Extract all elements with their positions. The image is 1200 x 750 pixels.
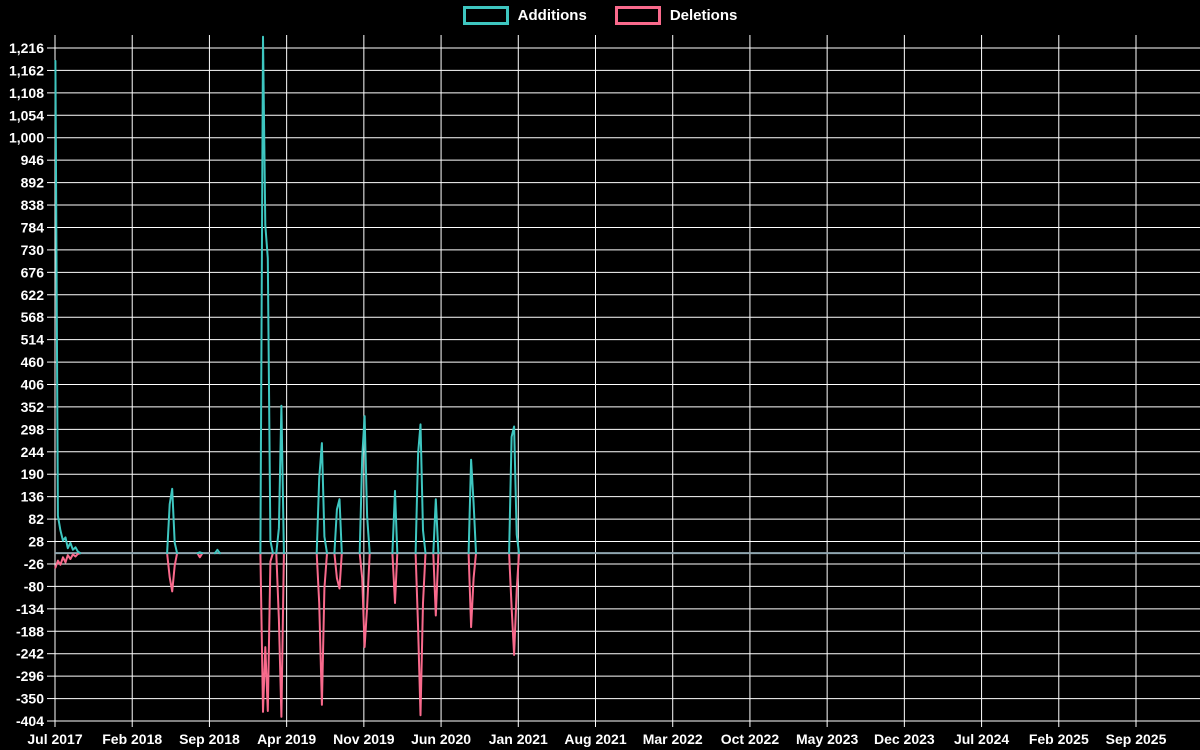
deletions-swatch-icon — [614, 6, 661, 25]
y-tick-label: -350 — [16, 691, 44, 707]
y-tick-label: -80 — [24, 578, 44, 594]
y-tick-label: -242 — [16, 646, 44, 662]
y-tick-label: 568 — [21, 309, 45, 325]
y-tick-label: 784 — [21, 219, 45, 235]
y-tick-label: 82 — [28, 511, 44, 527]
y-tick-label: 730 — [21, 242, 45, 258]
vertical-gridlines — [54, 35, 1137, 727]
legend-item-additions[interactable]: Additions — [462, 6, 587, 25]
y-tick-label: -26 — [24, 556, 44, 572]
x-tick-label: Mar 2022 — [643, 731, 703, 747]
x-tick-label: Jun 2020 — [411, 731, 471, 747]
x-tick-label: Nov 2019 — [333, 731, 395, 747]
y-tick-label: 1,054 — [9, 107, 44, 123]
x-tick-label: Feb 2025 — [1029, 731, 1089, 747]
y-tick-label: -404 — [16, 713, 44, 729]
x-tick-label: Jul 2017 — [27, 731, 82, 747]
y-tick-label: 892 — [21, 175, 45, 191]
y-axis-labels: 1,216 1,162 1,108 1,054 1,000 946 892 838 784 730… — [9, 40, 44, 729]
y-tick-label: 676 — [21, 264, 45, 280]
x-tick-label: Sep 2025 — [1106, 731, 1167, 747]
y-tick-label: 514 — [21, 332, 45, 348]
y-tick-label: 946 — [21, 152, 45, 168]
legend-label-additions: Additions — [517, 7, 587, 24]
y-tick-label: 622 — [21, 287, 45, 303]
y-tick-label: 136 — [21, 489, 45, 505]
horizontal-gridlines — [47, 47, 1200, 722]
y-tick-label: 1,108 — [9, 85, 44, 101]
y-tick-label: 1,162 — [9, 62, 44, 78]
x-tick-label: Apr 2019 — [257, 731, 316, 747]
x-tick-label: Jan 2021 — [489, 731, 548, 747]
y-tick-label: 838 — [21, 197, 45, 213]
y-tick-label: 460 — [21, 354, 45, 370]
y-tick-label: 298 — [21, 421, 45, 437]
y-tick-label: -296 — [16, 668, 44, 684]
x-tick-label: Oct 2022 — [721, 731, 780, 747]
y-tick-label: 1,000 — [9, 130, 44, 146]
y-tick-label: -134 — [16, 601, 44, 617]
chart-legend: Additions Deletions — [0, 6, 1200, 25]
x-tick-label: May 2023 — [796, 731, 858, 747]
y-tick-label: -188 — [16, 623, 44, 639]
x-tick-label: Dec 2023 — [874, 731, 935, 747]
y-tick-label: 244 — [21, 444, 45, 460]
additions-swatch-icon — [462, 6, 509, 25]
deletions-line — [54, 552, 520, 718]
x-tick-label: Aug 2021 — [564, 731, 626, 747]
x-axis-labels: Jul 2017 Feb 2018 Sep 2018 Apr 2019 Nov 2019… — [27, 731, 1166, 747]
legend-label-deletions: Deletions — [669, 7, 738, 24]
legend-item-deletions[interactable]: Deletions — [614, 6, 738, 25]
x-tick-label: Jul 2024 — [954, 731, 1009, 747]
y-tick-label: 190 — [21, 466, 45, 482]
y-tick-label: 1,216 — [9, 40, 44, 56]
y-tick-label: 28 — [28, 534, 44, 550]
additions-line — [54, 35, 520, 555]
y-tick-label: 352 — [21, 399, 45, 415]
x-tick-label: Sep 2018 — [179, 731, 240, 747]
x-tick-label: Feb 2018 — [102, 731, 162, 747]
y-tick-label: 406 — [21, 377, 45, 393]
